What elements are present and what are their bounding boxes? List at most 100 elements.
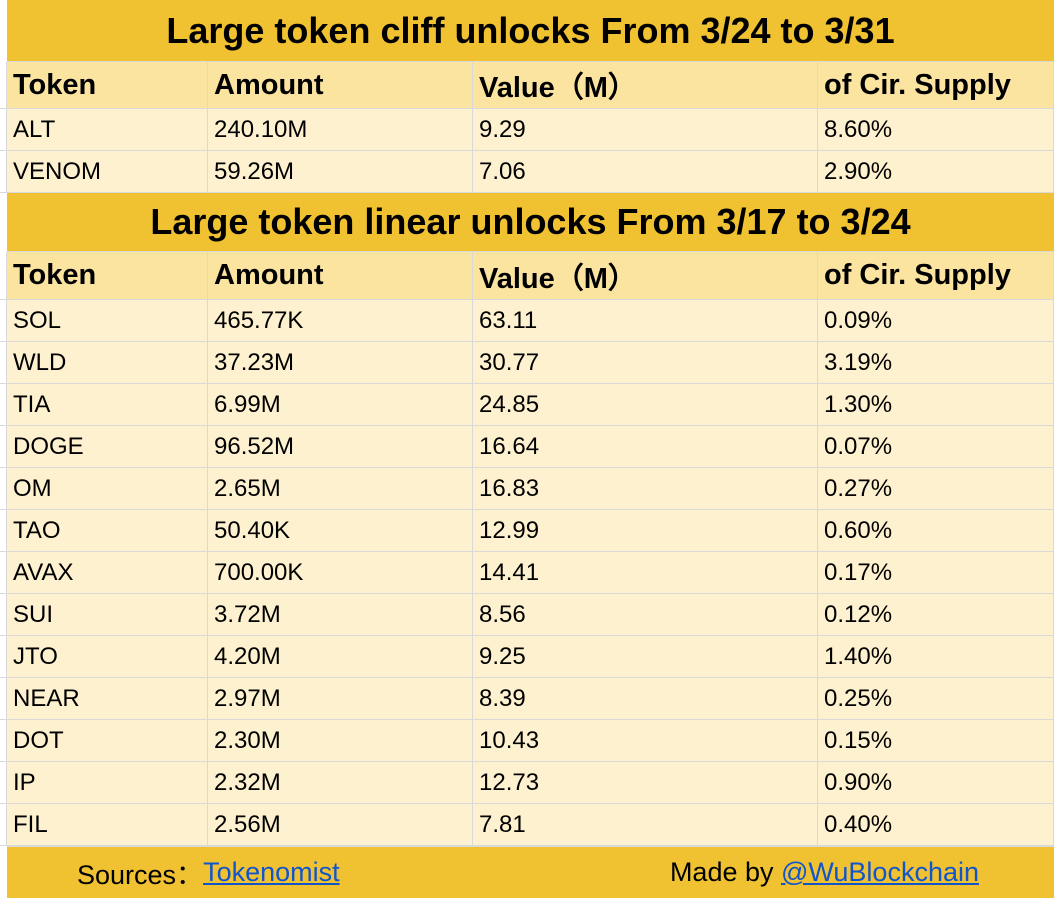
table-row: NEAR 2.97M 8.39 0.25% xyxy=(0,678,1054,720)
cell-token[interactable]: DOGE xyxy=(7,426,208,468)
cell-token[interactable]: ALT xyxy=(7,109,208,151)
made-by-label: Made by xyxy=(669,857,781,887)
cell-token[interactable]: SUI xyxy=(7,594,208,636)
cell-supply[interactable]: 0.12% xyxy=(818,594,1054,636)
row-gutter xyxy=(0,151,7,193)
cell-value[interactable]: 7.81 xyxy=(473,804,818,846)
cell-value[interactable]: 12.99 xyxy=(473,510,818,552)
cell-supply[interactable]: 3.19% xyxy=(818,342,1054,384)
row-gutter xyxy=(0,804,7,846)
cell-value[interactable]: 16.64 xyxy=(473,426,818,468)
table-row: DOGE 96.52M 16.64 0.07% xyxy=(0,426,1054,468)
linear-rows: SOL 465.77K 63.11 0.09% WLD 37.23M 30.77 3.19% T… xyxy=(0,300,1054,846)
header-amount[interactable]: Amount xyxy=(208,62,473,109)
row-gutter xyxy=(0,342,7,384)
cell-supply[interactable]: 0.27% xyxy=(818,468,1054,510)
header-amount[interactable]: Amount xyxy=(208,252,473,300)
row-gutter xyxy=(0,252,7,300)
cliff-unlocks-title[interactable]: Large token cliff unlocks From 3/24 to 3… xyxy=(7,0,1054,62)
cell-supply[interactable]: 0.09% xyxy=(818,300,1054,342)
cell-supply[interactable]: 8.60% xyxy=(818,109,1054,151)
cell-token[interactable]: IP xyxy=(7,762,208,804)
cell-token[interactable]: FIL xyxy=(7,804,208,846)
cell-amount[interactable]: 2.65M xyxy=(208,468,473,510)
cell-supply[interactable]: 1.40% xyxy=(818,636,1054,678)
row-gutter xyxy=(0,426,7,468)
cell-token[interactable]: JTO xyxy=(7,636,208,678)
cell-amount[interactable]: 4.20M xyxy=(208,636,473,678)
header-token[interactable]: Token xyxy=(7,252,208,300)
cell-amount[interactable]: 96.52M xyxy=(208,426,473,468)
cell-value[interactable]: 8.56 xyxy=(473,594,818,636)
cell-supply[interactable]: 1.30% xyxy=(818,384,1054,426)
cell-supply[interactable]: 0.90% xyxy=(818,762,1054,804)
cell-supply[interactable]: 0.60% xyxy=(818,510,1054,552)
row-gutter xyxy=(0,468,7,510)
cell-supply[interactable]: 0.40% xyxy=(818,804,1054,846)
cliff-rows: ALT 240.10M 9.29 8.60% VENOM 59.26M 7.06 2.90% xyxy=(0,109,1054,193)
cell-value[interactable]: 63.11 xyxy=(473,300,818,342)
cell-token[interactable]: TIA xyxy=(7,384,208,426)
cell-amount[interactable]: 2.30M xyxy=(208,720,473,762)
cell-value[interactable]: 7.06 xyxy=(473,151,818,193)
cell-amount[interactable]: 240.10M xyxy=(208,109,473,151)
row-gutter xyxy=(0,384,7,426)
cell-value[interactable]: 24.85 xyxy=(473,384,818,426)
cell-supply[interactable]: 0.25% xyxy=(818,678,1054,720)
cell-token[interactable]: SOL xyxy=(7,300,208,342)
cell-amount[interactable]: 2.32M xyxy=(208,762,473,804)
cell-token[interactable]: NEAR xyxy=(7,678,208,720)
cell-value[interactable]: 9.29 xyxy=(473,109,818,151)
header-value[interactable]: Value（M） xyxy=(473,62,818,109)
cell-supply[interactable]: 0.17% xyxy=(818,552,1054,594)
table-row: VENOM 59.26M 7.06 2.90% xyxy=(0,151,1054,193)
table-row: DOT 2.30M 10.43 0.15% xyxy=(0,720,1054,762)
header-supply[interactable]: of Cir. Supply xyxy=(818,252,1054,300)
cell-amount[interactable]: 465.77K xyxy=(208,300,473,342)
sources-label: Sources： xyxy=(77,860,204,890)
wublockchain-link[interactable]: @WuBlockchain xyxy=(781,857,979,887)
header-supply[interactable]: of Cir. Supply xyxy=(818,62,1054,109)
tokenomist-link[interactable]: Tokenomist xyxy=(203,857,340,887)
row-gutter xyxy=(0,636,7,678)
cell-amount[interactable]: 50.40K xyxy=(208,510,473,552)
cell-token[interactable]: DOT xyxy=(7,720,208,762)
cell-value[interactable]: 30.77 xyxy=(473,342,818,384)
cell-token[interactable]: WLD xyxy=(7,342,208,384)
table-row: OM 2.65M 16.83 0.27% xyxy=(0,468,1054,510)
cell-value[interactable]: 12.73 xyxy=(473,762,818,804)
cell-supply[interactable]: 0.15% xyxy=(818,720,1054,762)
cell-value[interactable]: 10.43 xyxy=(473,720,818,762)
cell-amount[interactable]: 2.56M xyxy=(208,804,473,846)
cell-amount[interactable]: 3.72M xyxy=(208,594,473,636)
table-row: JTO 4.20M 9.25 1.40% xyxy=(0,636,1054,678)
made-by: Made by @WuBlockchain xyxy=(670,857,979,888)
cell-amount[interactable]: 700.00K xyxy=(208,552,473,594)
cell-value[interactable]: 16.83 xyxy=(473,468,818,510)
linear-header-row: Token Amount Value（M） of Cir. Supply xyxy=(0,252,1054,300)
cell-token[interactable]: OM xyxy=(7,468,208,510)
row-gutter xyxy=(0,594,7,636)
footer-row: Sources： Tokenomist Made by @WuBlockchai… xyxy=(7,846,1054,898)
table-row: IP 2.32M 12.73 0.90% xyxy=(0,762,1054,804)
cell-amount[interactable]: 2.97M xyxy=(208,678,473,720)
cell-amount[interactable]: 59.26M xyxy=(208,151,473,193)
cell-token[interactable]: TAO xyxy=(7,510,208,552)
row-gutter xyxy=(0,678,7,720)
cell-value[interactable]: 8.39 xyxy=(473,678,818,720)
linear-unlocks-title[interactable]: Large token linear unlocks From 3/17 to … xyxy=(7,193,1054,252)
cell-value[interactable]: 14.41 xyxy=(473,552,818,594)
cell-amount[interactable]: 6.99M xyxy=(208,384,473,426)
cell-amount[interactable]: 37.23M xyxy=(208,342,473,384)
header-token[interactable]: Token xyxy=(7,62,208,109)
header-value[interactable]: Value（M） xyxy=(473,252,818,300)
cell-token[interactable]: AVAX xyxy=(7,552,208,594)
table-row: SUI 3.72M 8.56 0.12% xyxy=(0,594,1054,636)
row-gutter xyxy=(0,62,7,109)
row-gutter xyxy=(0,510,7,552)
cell-supply[interactable]: 2.90% xyxy=(818,151,1054,193)
cell-supply[interactable]: 0.07% xyxy=(818,426,1054,468)
cell-value[interactable]: 9.25 xyxy=(473,636,818,678)
cell-token[interactable]: VENOM xyxy=(7,151,208,193)
